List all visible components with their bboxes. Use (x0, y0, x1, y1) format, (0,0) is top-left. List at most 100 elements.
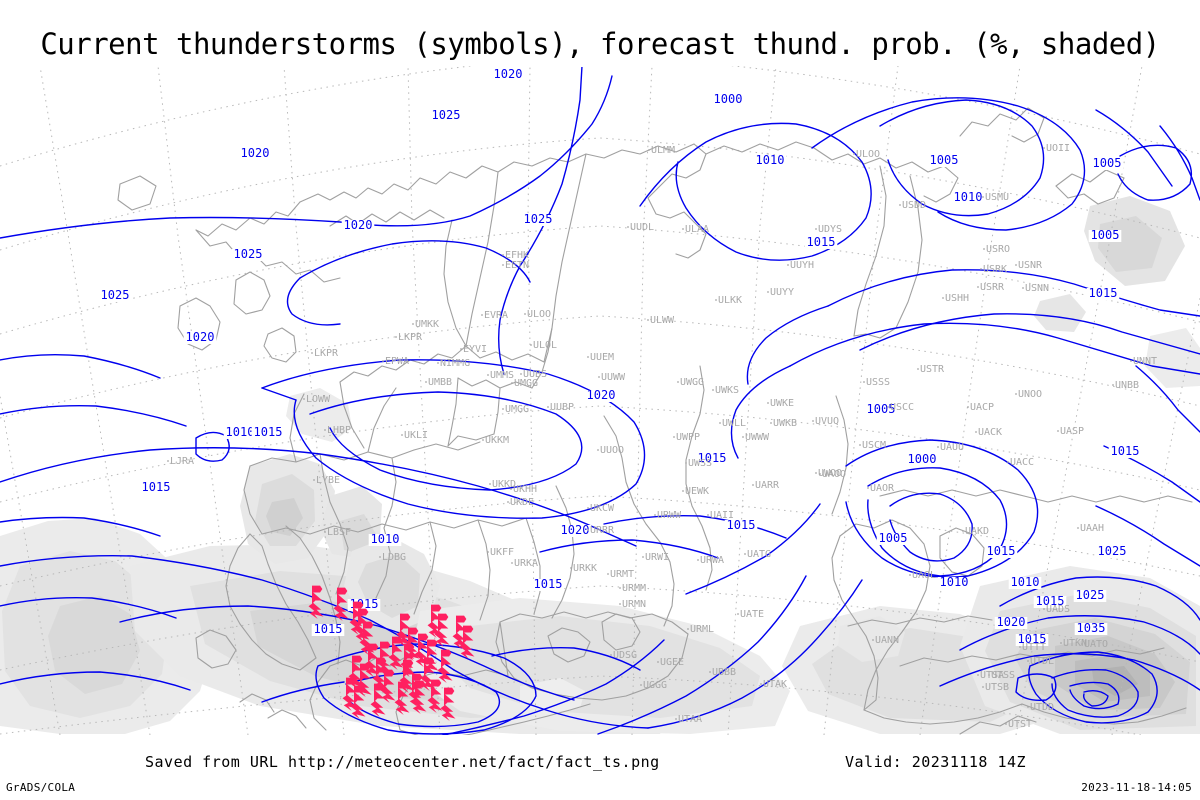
station-marker: LOWW (303, 394, 331, 405)
station-id-label: UWKE (770, 398, 794, 409)
station-id-label: UKLI (404, 430, 428, 441)
isobar-label: 1015 (727, 518, 756, 532)
station-dot-icon (980, 268, 982, 270)
station-dot-icon (853, 153, 855, 155)
station-dot-icon (917, 368, 919, 370)
station-dot-icon (502, 408, 504, 410)
isobar-label: 1005 (930, 153, 959, 167)
isobar-label: 1015 (987, 544, 1016, 558)
map-canvas[interactable]: 1020 1025 1020 1015 1000 1000 1005 1005 1005 1010… (0, 66, 1200, 735)
station-id-label: UKDE (510, 497, 534, 508)
station-id-label: UUYY (770, 287, 794, 298)
station-id-label: UTSS (991, 670, 1015, 681)
station-dot-icon (815, 472, 817, 474)
station-id-label: USMU (985, 192, 1009, 203)
station-dot-icon (510, 488, 512, 490)
station-id-label: UMGG (514, 378, 538, 389)
station-marker: UADS (1043, 604, 1070, 615)
station-dot-icon (760, 683, 762, 685)
station-id-label: EYVI (463, 344, 487, 355)
station-dot-icon (1015, 264, 1017, 266)
station-dot-icon (648, 149, 650, 151)
station-dot-icon (677, 381, 679, 383)
station-marker: UUDL (627, 222, 654, 233)
station-id-label: UMBB (428, 377, 452, 388)
station-dot-icon (1112, 384, 1114, 386)
station-id-label: UAOL (912, 570, 936, 581)
station-marker: ULOO (853, 149, 880, 160)
station-marker: UMBB (425, 377, 452, 388)
station-marker: URMN (619, 599, 646, 610)
isobar-label: 1025 (234, 247, 263, 261)
station-marker: UTSS (988, 670, 1015, 681)
station-dot-icon (167, 460, 169, 462)
station-marker: UWKB (770, 418, 797, 429)
station-id-label: USRR (980, 282, 1005, 293)
station-marker: ULOO (524, 309, 551, 320)
station-id-label: UUBS (523, 369, 547, 380)
station-id-label: USCC (890, 402, 914, 413)
station-id-label: UTAA (678, 714, 702, 725)
station-marker: UVUQ (812, 416, 839, 427)
station-dot-icon (642, 556, 644, 558)
station-marker: URRR (587, 525, 615, 536)
station-id-label: UATE (740, 609, 764, 620)
station-marker: USTR (917, 364, 945, 375)
station-id-label: UTSB (985, 682, 1009, 693)
station-marker: UAKD (962, 526, 989, 537)
station-dot-icon (1077, 527, 1079, 529)
isobar-label-halo (183, 332, 217, 344)
isobar-label-halo (311, 624, 345, 636)
station-marker: UUEM (587, 352, 614, 363)
station-id-label: UDYS (818, 224, 842, 235)
isobar-label-halo (368, 534, 402, 546)
station-id-label: USNR (1018, 260, 1043, 271)
station-id-label: UBBB (712, 667, 736, 678)
station-id-label: UACP (970, 402, 994, 413)
station-id-label: UWLL (722, 418, 746, 429)
station-id-label: UKKD (492, 479, 516, 490)
station-dot-icon (767, 291, 769, 293)
station-id-label: UANN (875, 635, 899, 646)
station-dot-icon (942, 297, 944, 299)
station-marker: UGEE (657, 657, 684, 668)
isobar-label: 1010 (756, 153, 785, 167)
isobar-label: 1020 (344, 218, 373, 232)
isobar-label-halo (1073, 590, 1107, 602)
isobar-label: 1025 (432, 108, 461, 122)
station-id-label: UASP (1060, 426, 1084, 437)
isobar-label-halo (724, 520, 758, 532)
isobar-label: 1025 (524, 212, 553, 226)
station-dot-icon (619, 587, 621, 589)
isobar-label: 1010 (1011, 575, 1040, 589)
graticule-layer (0, 66, 1200, 735)
isobar-label: 1000 (908, 452, 937, 466)
station-marker: USNR (1015, 260, 1043, 271)
isobar-label-halo (521, 214, 555, 226)
station-id-label: UWKS (715, 385, 739, 396)
station-dot-icon (988, 674, 990, 676)
isobar-label: 1010 (226, 425, 255, 439)
isobar-label: 1020 (494, 67, 523, 81)
station-id-label: UGEE (660, 657, 684, 668)
isobar-label: 1015 (314, 622, 343, 636)
timestamp-label: 2023-11-18-14:05 (1081, 781, 1192, 794)
station-marker: EETN (502, 260, 529, 271)
station-marker: URWA (697, 555, 724, 566)
station-dot-icon (742, 436, 744, 438)
station-dot-icon (657, 661, 659, 663)
station-dot-icon (627, 226, 629, 228)
station-marker: UTST (1005, 719, 1032, 730)
station-id-label: UAOR (870, 483, 895, 494)
station-id-label: URML (690, 624, 714, 635)
station-marker: USRR (977, 282, 1005, 293)
isobar-label-halo (864, 404, 898, 416)
station-marker: URKK (570, 563, 597, 574)
station-dot-icon (872, 639, 874, 641)
isobar-label-halo (341, 220, 375, 232)
station-marker: UTDD (1027, 702, 1054, 713)
station-dot-icon (507, 501, 509, 503)
station-id-label: UAAH (1080, 523, 1104, 534)
isobar-label-halo (1088, 230, 1122, 242)
